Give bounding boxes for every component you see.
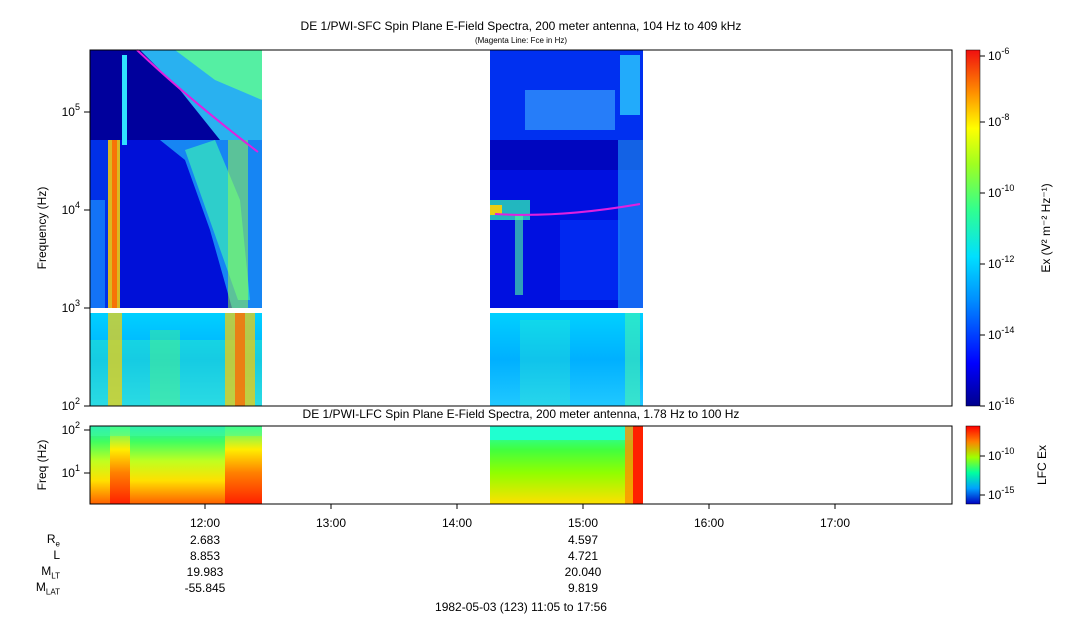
- top-colorbar-tick-label: 10-8: [988, 112, 1009, 129]
- top-colorbar-tick-label: 10-14: [988, 325, 1014, 342]
- time-range-footer: 1982-05-03 (123) 11:05 to 17:56: [435, 600, 607, 614]
- x-tick-label: 17:00: [820, 516, 850, 530]
- bottom-colorbar-ticks: 10-10 10-15: [980, 446, 1014, 502]
- top-y-tick-label: 104: [62, 200, 80, 217]
- top-colorbar-ticks: 10-6 10-8 10-10 10-12 10-14 10-16: [980, 46, 1014, 413]
- x-tick-label: 16:00: [694, 516, 724, 530]
- bottom-panel-title: DE 1/PWI-LFC Spin Plane E-Field Spectra,…: [303, 407, 740, 421]
- x-axis-ticks: 12:00 13:00 14:00 15:00 16:00 17:00: [190, 504, 850, 530]
- bottom-y-axis-label: Freq (Hz): [35, 440, 49, 491]
- top-colorbar-label: Ex (V² m⁻² Hz⁻¹): [1039, 183, 1053, 272]
- top-colorbar: [965, 49, 981, 407]
- top-colorbar-tick-label: 10-12: [988, 254, 1014, 271]
- ephemeris-value: 19.983: [186, 565, 224, 579]
- x-tick-label: 15:00: [568, 516, 598, 530]
- ephemeris-label-re: Re: [46, 532, 60, 549]
- top-y-tick-label: 105: [62, 102, 80, 119]
- bottom-y-tick-label: 102: [62, 420, 80, 437]
- top-panel-title: DE 1/PWI-SFC Spin Plane E-Field Spectra,…: [301, 19, 742, 33]
- top-colorbar-tick-label: 10-6: [988, 46, 1009, 63]
- top-y-ticks: 102 103 104 105: [62, 102, 90, 413]
- ephemeris-value: 4.597: [567, 533, 599, 547]
- bottom-spectrogram: [89, 425, 953, 505]
- ephemeris-value: 4.721: [567, 549, 599, 563]
- fce-line-2: [494, 203, 641, 216]
- top-panel-subtitle: (Magenta Line: Fce in Hz): [475, 36, 567, 45]
- ephemeris-label-mlt: MLT: [41, 564, 60, 581]
- bottom-colorbar-label: LFC Ex: [1035, 445, 1049, 485]
- top-data-interval-1: [90, 50, 262, 406]
- top-y-tick-label: 103: [62, 298, 80, 315]
- x-tick-label: 12:00: [190, 516, 220, 530]
- top-colorbar-tick-label: 10-16: [988, 396, 1014, 413]
- ephemeris-label-mlat: MLAT: [35, 580, 60, 597]
- top-spectrogram: [89, 49, 953, 407]
- bottom-y-tick-label: 101: [62, 463, 80, 480]
- ephemeris-value: 2.683: [189, 533, 221, 547]
- fce-line-1: [136, 49, 259, 153]
- bottom-colorbar-tick-label: 10-10: [988, 446, 1014, 463]
- bottom-y-ticks: 101 102: [62, 420, 90, 480]
- ephemeris-value: 9.819: [567, 581, 599, 595]
- top-data-interval-2: [490, 50, 643, 406]
- x-tick-label: 14:00: [442, 516, 472, 530]
- ephemeris-value: 20.040: [564, 565, 602, 579]
- bottom-data-interval-1: [90, 426, 262, 504]
- ephemeris-value: 8.853: [189, 549, 221, 563]
- ephemeris-label-l: L: [53, 548, 60, 562]
- top-colorbar-tick-label: 10-10: [988, 183, 1014, 200]
- bottom-colorbar-tick-label: 10-15: [988, 485, 1014, 502]
- ephemeris-value: -55.845: [184, 581, 226, 595]
- top-y-axis-label: Frequency (Hz): [35, 187, 49, 270]
- bottom-colorbar: [965, 425, 981, 505]
- top-y-tick-label: 102: [62, 396, 80, 413]
- x-tick-label: 13:00: [316, 516, 346, 530]
- bottom-data-interval-2: [490, 426, 643, 504]
